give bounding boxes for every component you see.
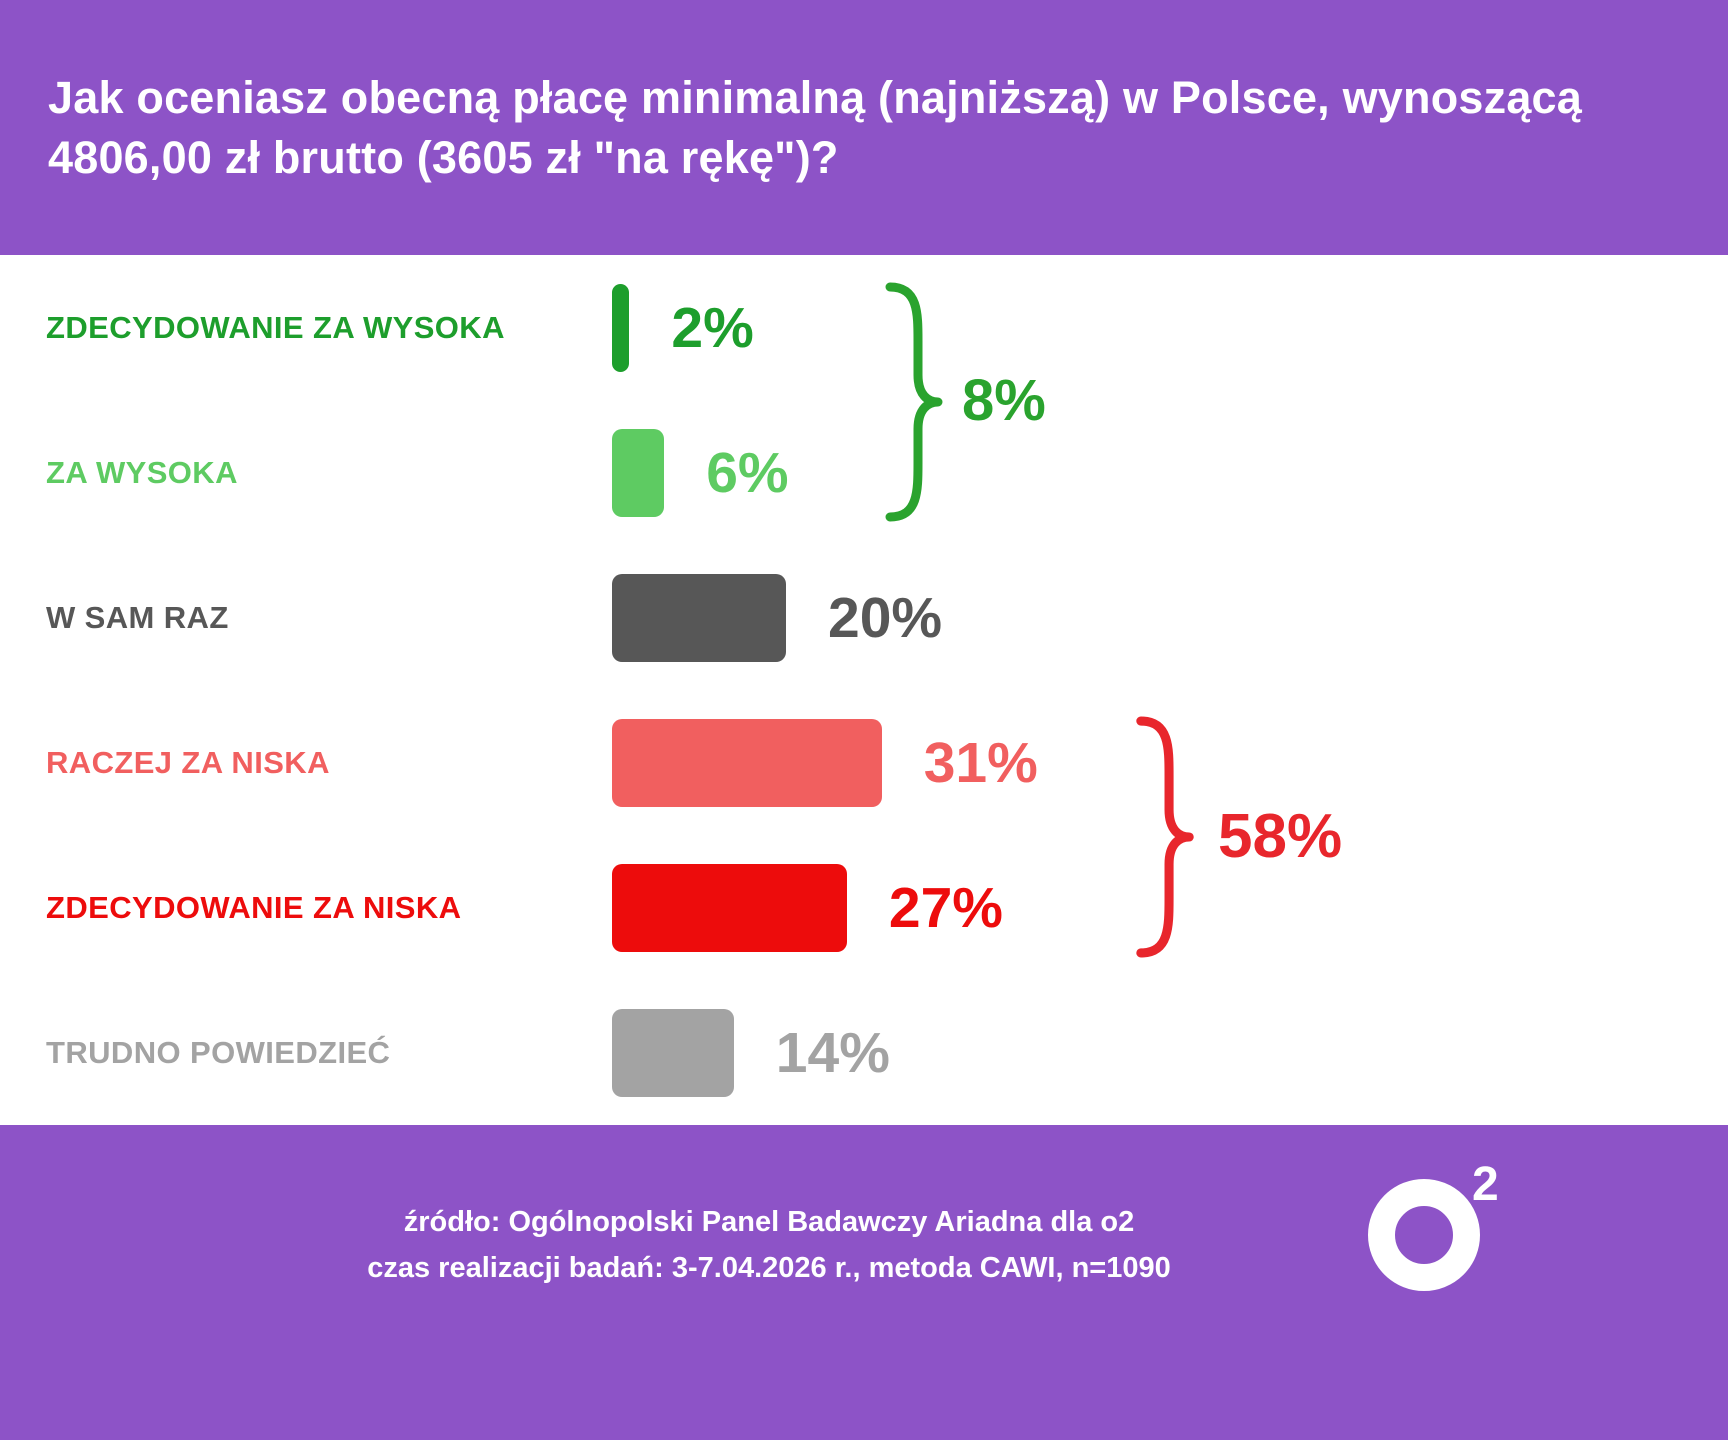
bar [612, 1008, 734, 1097]
source-info: źródło: Ogólnopolski Panel Badawczy Aria… [0, 1125, 1538, 1292]
bar [612, 428, 665, 517]
group-brace-low [1128, 716, 1198, 958]
o2-logo-ring-icon [1368, 1179, 1480, 1291]
bar [612, 863, 847, 952]
category-label: TRUDNO POWIEDZIEĆ [46, 1034, 391, 1070]
value-label: 14% [775, 1020, 890, 1085]
chart-row: ZA WYSOKA 6% [0, 400, 1728, 545]
category-label: ZA WYSOKA [46, 454, 238, 490]
group-sum-high: 8% [962, 368, 1046, 433]
bar [612, 283, 630, 372]
o2-logo-superscript: 2 [1472, 1158, 1499, 1211]
category-label: ZDECYDOWANIE ZA NISKA [46, 889, 462, 925]
category-label: ZDECYDOWANIE ZA WYSOKA [46, 309, 505, 345]
o2-logo: 2 [1368, 1157, 1528, 1317]
question-title: Jak oceniasz obecną płacę minimalną (naj… [48, 72, 1582, 183]
header-banner: Jak oceniasz obecną płacę minimalną (naj… [0, 0, 1728, 255]
source-line: źródło: Ogólnopolski Panel Badawczy Aria… [403, 1206, 1135, 1238]
footer-banner: źródło: Ogólnopolski Panel Badawczy Aria… [0, 1125, 1728, 1440]
chart-row: ZDECYDOWANIE ZA NISKA 27% [0, 835, 1728, 980]
bar [612, 718, 882, 807]
methodology-line: czas realizacji badań: 3-7.04.2026 r., m… [367, 1252, 1171, 1285]
value-label: 6% [706, 440, 789, 505]
value-label: 31% [923, 730, 1038, 795]
chart-row: RACZEJ ZA NISKA 31% [0, 690, 1728, 835]
value-label: 27% [888, 875, 1003, 940]
chart-row: W SAM RAZ 20% [0, 545, 1728, 690]
bar [612, 573, 786, 662]
group-brace-high [880, 282, 944, 522]
brace-glyph [1136, 716, 1194, 958]
chart-area: ZDECYDOWANIE ZA WYSOKA 2% ZA WYSOKA 6% W… [0, 255, 1728, 1125]
category-label: RACZEJ ZA NISKA [46, 744, 330, 780]
category-label: W SAM RAZ [46, 599, 229, 635]
group-sum-low: 58% [1218, 802, 1343, 871]
value-label: 2% [671, 295, 754, 360]
chart-row: TRUDNO POWIEDZIEĆ 14% [0, 980, 1728, 1125]
value-label: 20% [828, 585, 943, 650]
brace-glyph [885, 282, 943, 522]
chart-row: ZDECYDOWANIE ZA WYSOKA 2% [0, 255, 1728, 400]
